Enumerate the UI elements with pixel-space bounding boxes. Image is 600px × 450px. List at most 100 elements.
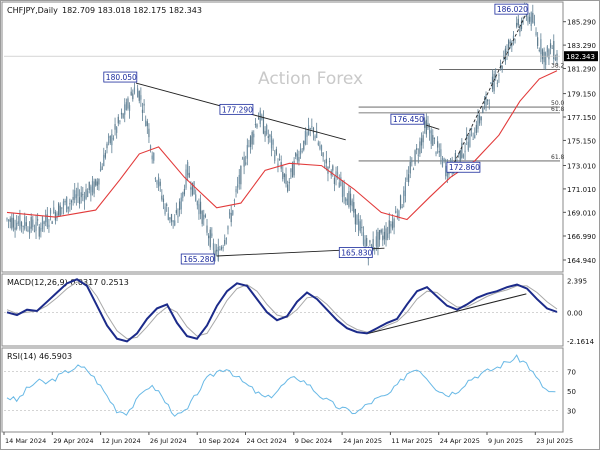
candle-body bbox=[101, 166, 103, 170]
candle-body bbox=[378, 229, 381, 240]
candle-body bbox=[325, 158, 327, 164]
candle-body bbox=[496, 82, 498, 84]
macd-tick-label: -2.1614 bbox=[567, 338, 595, 346]
candle-body bbox=[498, 75, 500, 77]
candle-body bbox=[88, 181, 90, 191]
price-panel: CHFJPY,Daily 182.709 183.018 182.175 182… bbox=[1, 1, 598, 273]
candle-body bbox=[67, 206, 69, 209]
candle-body bbox=[166, 204, 168, 206]
candle-body bbox=[258, 117, 260, 120]
candle-body bbox=[553, 41, 555, 60]
candle-body bbox=[37, 219, 39, 221]
candle-body bbox=[28, 226, 31, 234]
candle-body bbox=[174, 220, 176, 226]
candle-body bbox=[388, 220, 390, 234]
candle-body bbox=[478, 115, 481, 124]
candle-body bbox=[17, 221, 19, 224]
candle-body bbox=[295, 152, 297, 157]
candle-body bbox=[145, 120, 147, 127]
candle-body bbox=[158, 177, 160, 187]
current-price-label: 182.343 bbox=[566, 53, 595, 61]
candle-body bbox=[220, 247, 223, 250]
rsi-plot-area bbox=[1, 347, 564, 433]
candle-body bbox=[25, 222, 27, 226]
candle-body bbox=[364, 239, 366, 248]
annotation-box bbox=[219, 103, 254, 115]
candle-body bbox=[338, 182, 340, 188]
candle-body bbox=[285, 174, 287, 185]
price-tick-label: 169.010 bbox=[567, 209, 596, 217]
fib-level-label: 61.8 bbox=[551, 106, 565, 113]
macd-main-line bbox=[6, 278, 558, 343]
candle-body bbox=[509, 41, 511, 44]
candle-body bbox=[8, 219, 10, 221]
candle-body bbox=[111, 134, 113, 146]
candle-body bbox=[228, 212, 231, 215]
candle-body bbox=[35, 221, 37, 232]
fib-levels: 38.250.061.861.8 bbox=[358, 63, 565, 162]
candle-body bbox=[62, 201, 65, 207]
candle-body bbox=[454, 153, 456, 162]
candle-body bbox=[16, 222, 18, 229]
candle-body bbox=[266, 124, 268, 135]
candle-body bbox=[443, 158, 445, 161]
candle-body bbox=[337, 172, 339, 174]
annotation-box bbox=[338, 247, 373, 258]
candle-body bbox=[56, 213, 58, 219]
candle-body bbox=[349, 193, 352, 206]
candle-body bbox=[282, 171, 284, 180]
candle-body bbox=[193, 181, 195, 195]
candle-body bbox=[433, 137, 436, 139]
candle-body bbox=[117, 116, 119, 124]
x-tick-label: 24 Jan 2025 bbox=[343, 437, 382, 445]
current-price-tag: 182.343 bbox=[4, 51, 598, 62]
candle-body bbox=[275, 149, 277, 155]
candle-body bbox=[422, 135, 424, 143]
candle-body bbox=[322, 152, 324, 157]
candle-body bbox=[458, 153, 460, 155]
candle-body bbox=[420, 138, 423, 146]
candle-body bbox=[159, 181, 161, 186]
price-annotations: 180.050 177.290 176.450 172.860 165.280 165.8… bbox=[103, 3, 529, 265]
candle-body bbox=[520, 20, 523, 30]
candle-body bbox=[72, 196, 74, 201]
candle-body bbox=[417, 154, 419, 156]
macd-trendline bbox=[368, 293, 527, 334]
candle-body bbox=[153, 152, 155, 161]
annotation-label: 186.020 bbox=[497, 5, 528, 14]
candle-body bbox=[519, 26, 521, 33]
candle-body bbox=[125, 102, 127, 110]
candle-body bbox=[267, 136, 269, 138]
candle-body bbox=[391, 221, 394, 229]
candle-body bbox=[196, 201, 198, 206]
annotation-label: 165.830 bbox=[341, 249, 372, 258]
candle-body bbox=[390, 224, 392, 227]
x-tick-label: 26 Jul 2024 bbox=[150, 437, 187, 445]
candle-body bbox=[441, 158, 444, 167]
macd-panel: MACD(12,26,9) 0.0317 0.2513 2.3950.00-2.… bbox=[1, 273, 595, 347]
candle-body bbox=[412, 169, 415, 170]
moving-average-line bbox=[6, 70, 558, 221]
candle-body bbox=[514, 39, 516, 41]
annotation-label: 172.860 bbox=[449, 163, 480, 172]
rsi-title: RSI(14) 46.5903 bbox=[7, 352, 72, 361]
price-tick-label: 183.290 bbox=[567, 42, 596, 50]
x-tick-label: 24 Oct 2024 bbox=[247, 437, 287, 445]
candle-body bbox=[288, 181, 290, 184]
candle-body bbox=[70, 200, 73, 203]
candle-body bbox=[283, 173, 286, 178]
candle-body bbox=[551, 48, 553, 50]
candle-body bbox=[530, 12, 532, 27]
candle-body bbox=[248, 145, 250, 147]
candle-body bbox=[385, 228, 387, 241]
candle-body bbox=[175, 210, 177, 214]
candle-body bbox=[345, 198, 347, 202]
macd-tick-label: 0.00 bbox=[567, 309, 583, 317]
annotation-label: 165.280 bbox=[183, 255, 214, 264]
candle-body bbox=[475, 124, 477, 133]
candle-body bbox=[380, 229, 382, 233]
price-tick-label: 171.010 bbox=[567, 186, 596, 194]
candle-body bbox=[154, 178, 156, 180]
candle-body bbox=[24, 216, 26, 229]
candle-body bbox=[127, 98, 129, 109]
